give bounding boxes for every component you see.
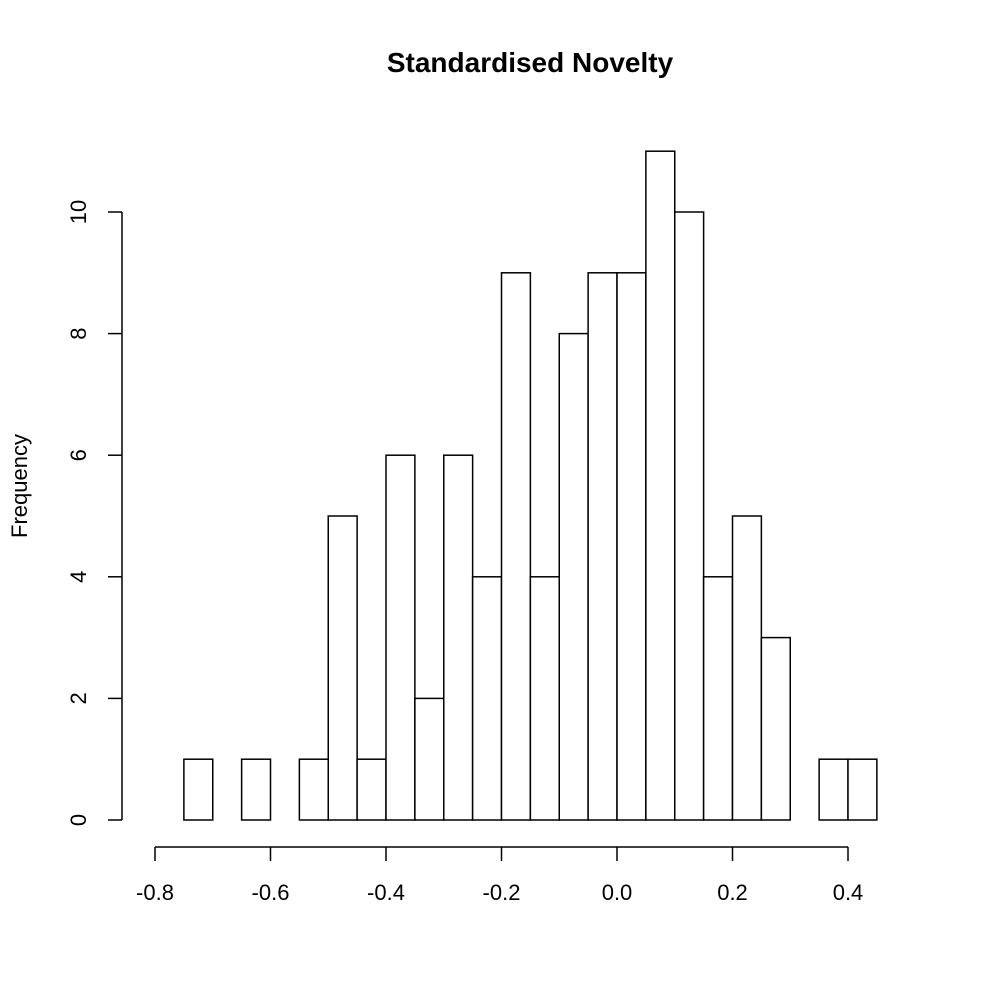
y-tick-label: 2 — [66, 692, 91, 704]
x-tick-label: 0.4 — [833, 880, 864, 905]
y-tick-label: 4 — [66, 571, 91, 583]
y-tick-label: 8 — [66, 327, 91, 339]
histogram-bar — [327, 515, 358, 821]
chart-title: Standardised Novelty — [387, 47, 674, 78]
x-axis: -0.8 -0.6 -0.4 -0.2 0.0 0.2 0.4 — [136, 846, 864, 905]
y-tick-label: 10 — [66, 200, 91, 224]
histogram-bar — [183, 758, 214, 821]
histogram-bar — [818, 758, 849, 821]
histogram-bar — [587, 272, 618, 821]
y-tick-label: 0 — [66, 814, 91, 826]
histogram-bar — [760, 636, 791, 821]
histogram-bar — [731, 515, 763, 821]
histogram-bar — [558, 332, 589, 821]
x-tick-label: -0.6 — [252, 880, 290, 905]
histogram-bar — [471, 576, 503, 821]
histogram-bar — [674, 211, 705, 821]
x-tick-label: 0.0 — [602, 880, 633, 905]
histogram-bar — [529, 576, 560, 821]
x-tick-label: 0.2 — [717, 880, 748, 905]
histogram-bar — [356, 758, 387, 821]
bars-group — [183, 150, 878, 821]
histogram-bar — [385, 454, 416, 821]
y-axis: 0 2 4 6 8 10 — [66, 200, 123, 826]
histogram-bar — [702, 576, 734, 821]
histogram-bar — [500, 272, 532, 821]
histogram-bar — [240, 758, 272, 821]
histogram-bar — [298, 758, 329, 821]
histogram-bar — [443, 454, 474, 821]
histogram-bar — [414, 697, 445, 821]
histogram-bar — [645, 150, 676, 821]
x-tick-label: -0.4 — [367, 880, 405, 905]
y-tick-label: 6 — [66, 449, 91, 461]
y-axis-label: Frequency — [7, 434, 32, 538]
histogram-bar — [616, 272, 647, 821]
x-tick-label: -0.8 — [136, 880, 174, 905]
x-tick-label: -0.2 — [483, 880, 521, 905]
histogram-bar — [847, 758, 878, 821]
